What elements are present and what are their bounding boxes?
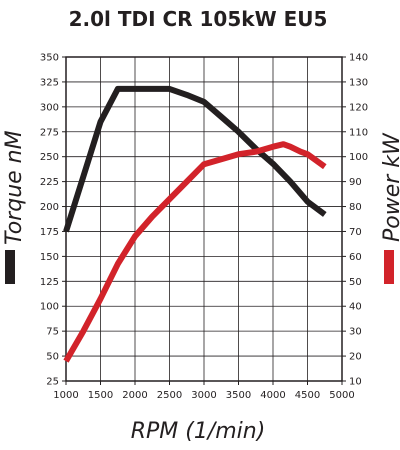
left-tick-label: 75 bbox=[46, 327, 59, 338]
right-tick-label: 30 bbox=[349, 327, 362, 338]
x-tick-label: 4000 bbox=[260, 390, 285, 401]
left-tick-label: 125 bbox=[40, 277, 59, 288]
x-tick-label: 2500 bbox=[157, 390, 182, 401]
left-tick-label: 100 bbox=[40, 302, 59, 313]
x-tick-label: 3500 bbox=[226, 390, 251, 401]
left-tick-label: 225 bbox=[40, 177, 59, 188]
left-tick-label: 275 bbox=[40, 127, 59, 138]
right-tick-label: 130 bbox=[349, 77, 368, 88]
left-tick-label: 250 bbox=[40, 152, 59, 163]
x-tick-label: 4500 bbox=[295, 390, 320, 401]
x-tick-label: 1000 bbox=[53, 390, 78, 401]
right-tick-label: 110 bbox=[349, 127, 368, 138]
x-axis-label: RPM (1/min) bbox=[131, 419, 266, 444]
x-tick-label: 2000 bbox=[122, 390, 147, 401]
left-tick-label: 25 bbox=[46, 377, 59, 388]
right-axis-label: Power kW bbox=[380, 132, 400, 242]
right-tick-label: 10 bbox=[349, 377, 362, 388]
series-lines bbox=[63, 85, 327, 363]
right-axis-label-group: Power kW bbox=[380, 132, 400, 284]
right-tick-label: 80 bbox=[349, 202, 362, 213]
left-tick-label: 175 bbox=[40, 227, 59, 238]
right-tick-label: 50 bbox=[349, 277, 362, 288]
right-tick-label: 20 bbox=[349, 352, 362, 363]
power-legend-swatch bbox=[384, 250, 394, 284]
left-axis-ticks: 25 50 75 100 125 150 175 200 225 250 275 300 325 350 bbox=[40, 53, 66, 388]
left-tick-label: 50 bbox=[46, 352, 59, 363]
x-tick-label: 3000 bbox=[191, 390, 216, 401]
right-axis-ticks: 10 20 30 40 50 60 70 80 90 100 110 120 130 140 bbox=[342, 53, 368, 388]
right-tick-label: 60 bbox=[349, 252, 362, 263]
left-axis-label: Torque nM bbox=[2, 130, 27, 245]
x-tick-label: 5000 bbox=[329, 390, 354, 401]
left-tick-label: 150 bbox=[40, 252, 59, 263]
x-axis-ticks: 1000 1500 2000 2500 3000 3500 4000 4500 5000 bbox=[53, 381, 355, 401]
right-tick-label: 70 bbox=[349, 227, 362, 238]
x-tick-label: 1500 bbox=[88, 390, 113, 401]
right-tick-label: 40 bbox=[349, 302, 362, 313]
chart-title: 2.0l TDI CR 105kW EU5 bbox=[69, 7, 328, 31]
torque-legend-swatch bbox=[5, 250, 15, 284]
left-tick-label: 350 bbox=[40, 53, 59, 64]
left-tick-label: 200 bbox=[40, 202, 59, 213]
left-axis-label-group: Torque nM bbox=[2, 130, 27, 284]
torque-line bbox=[63, 85, 327, 233]
right-tick-label: 90 bbox=[349, 177, 362, 188]
right-tick-label: 100 bbox=[349, 152, 368, 163]
right-tick-label: 120 bbox=[349, 102, 368, 113]
right-tick-label: 140 bbox=[349, 53, 368, 64]
left-tick-label: 300 bbox=[40, 102, 59, 113]
left-tick-label: 325 bbox=[40, 77, 59, 88]
power-line bbox=[63, 141, 327, 363]
